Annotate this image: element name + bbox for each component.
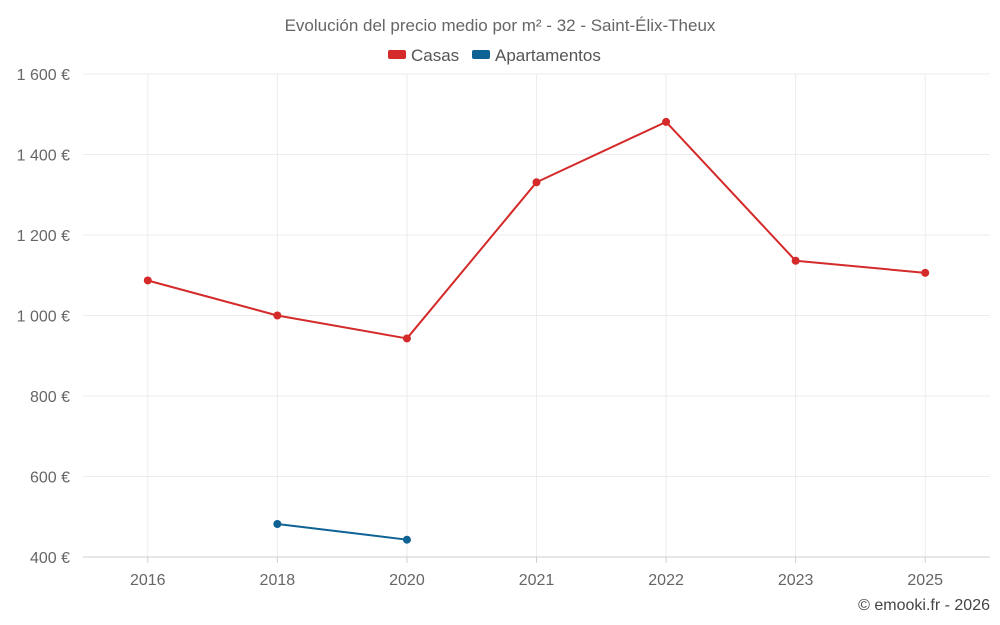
data-point-casas[interactable]	[143, 276, 152, 285]
y-tick-label: 1 400 €	[17, 148, 70, 165]
data-point-casas[interactable]	[402, 334, 411, 343]
x-tick-label: 2022	[648, 572, 684, 589]
y-tick-label: 1 200 €	[17, 228, 70, 245]
data-point-casas[interactable]	[662, 117, 671, 126]
grid	[83, 73, 990, 557]
legend-label-apartamentos[interactable]: Apartamentos	[495, 46, 601, 65]
x-tick-label: 2025	[907, 572, 943, 589]
data-point-casas[interactable]	[921, 268, 930, 277]
legend-label-casas[interactable]: Casas	[411, 46, 459, 65]
y-tick-label: 800 €	[30, 389, 70, 406]
y-tick-label: 1 600 €	[17, 67, 70, 84]
x-tick-label: 2020	[389, 572, 425, 589]
data-point-apartamentos[interactable]	[402, 535, 411, 544]
data-point-apartamentos[interactable]	[273, 519, 282, 528]
series-layer	[143, 117, 930, 544]
legend-swatch-casas	[388, 50, 406, 59]
legend: Casas Apartamentos	[388, 46, 601, 65]
y-tick-label: 400 €	[30, 550, 70, 567]
y-axis: 400 € 600 € 800 € 1 000 € 1 200 € 1 400 € 1 60…	[17, 67, 70, 567]
y-tick-label: 1 000 €	[17, 309, 70, 326]
series-line-apartamentos	[277, 523, 408, 541]
x-tick-label: 2016	[130, 572, 166, 589]
data-point-casas[interactable]	[532, 178, 541, 187]
chart-title: Evolución del precio medio por m² - 32 -…	[285, 16, 716, 35]
data-point-casas[interactable]	[791, 256, 800, 265]
credit-text: © emooki.fr - 2026	[858, 597, 990, 614]
data-point-casas[interactable]	[273, 311, 282, 320]
x-tick-label: 2018	[260, 572, 296, 589]
y-tick-label: 600 €	[30, 470, 70, 487]
x-axis: 2016 2018 2020 2021 2022 2023 2025	[83, 556, 990, 589]
x-tick-label: 2023	[778, 572, 814, 589]
x-tick-label: 2021	[519, 572, 555, 589]
legend-swatch-apartamentos	[472, 50, 490, 59]
